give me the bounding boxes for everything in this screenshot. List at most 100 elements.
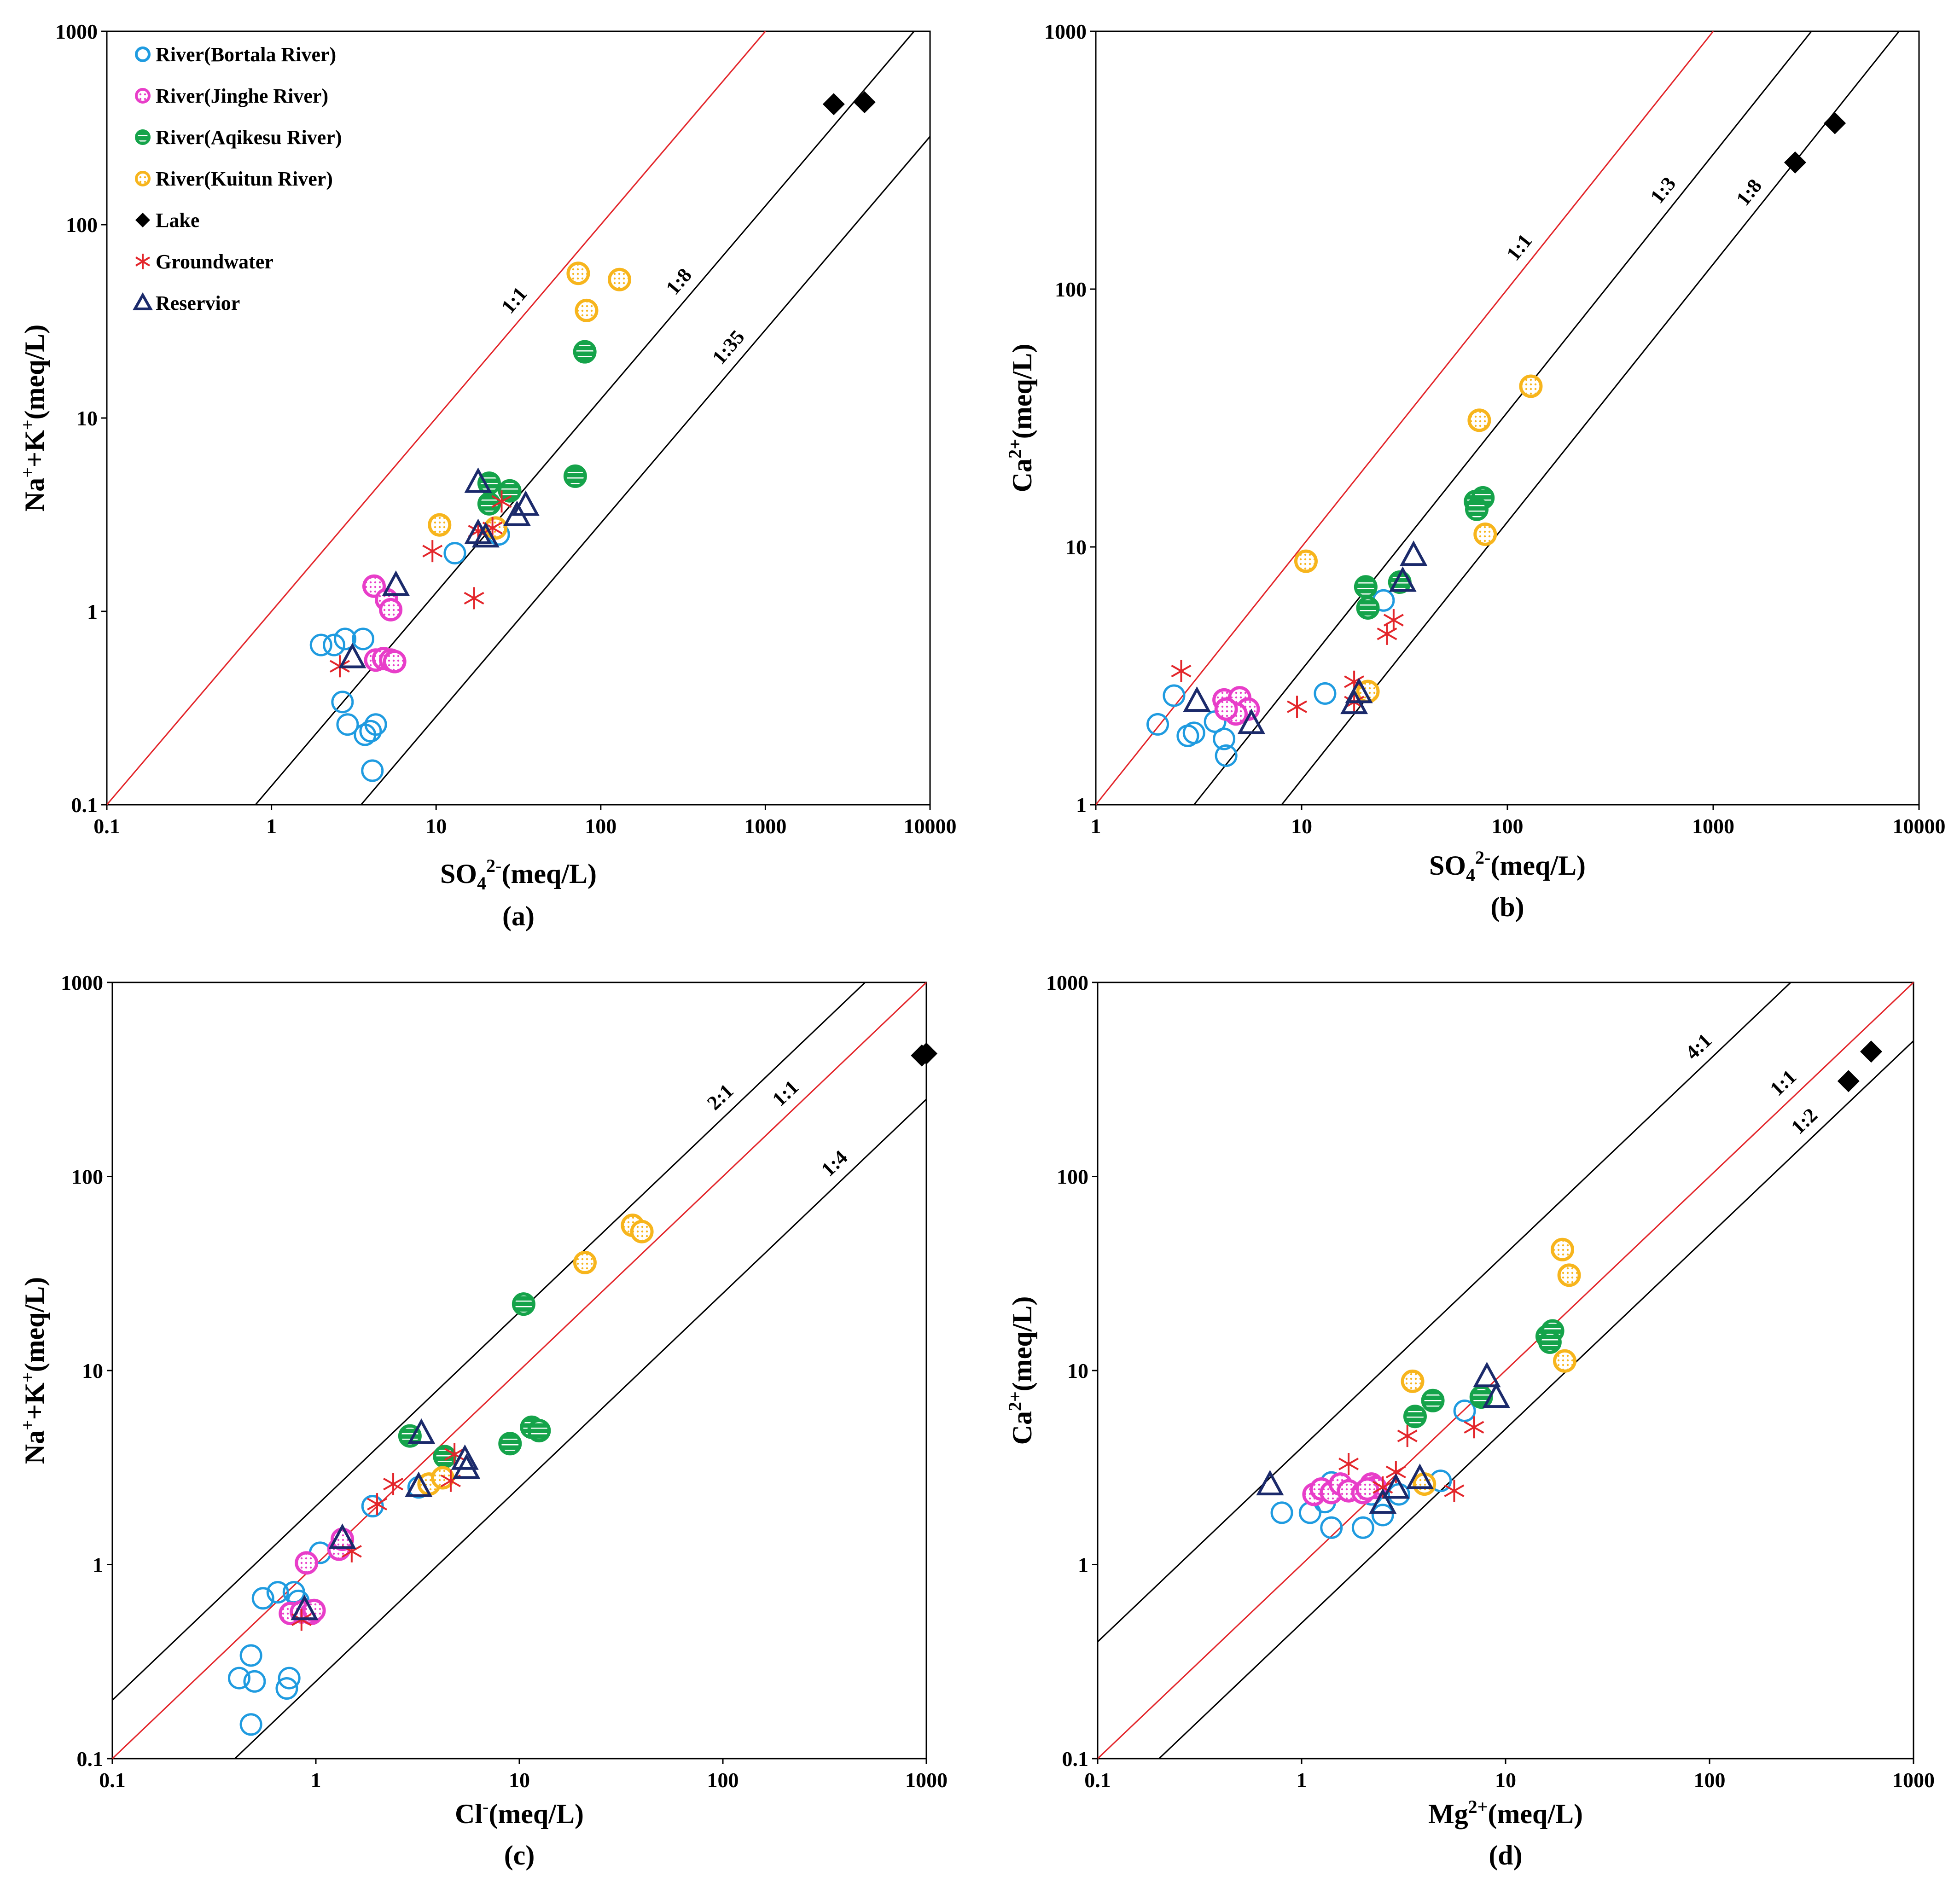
y-tick-label: 1000 xyxy=(61,971,103,994)
point-reservoir xyxy=(1256,1470,1284,1496)
x-tick-label: 1000 xyxy=(1692,814,1734,838)
point-bortala xyxy=(239,1644,262,1667)
point-groundwater xyxy=(422,540,443,563)
point-jinghe xyxy=(295,1551,319,1575)
y-tick-label: 100 xyxy=(71,1165,103,1189)
dotted-circle-icon xyxy=(135,88,151,104)
ratio-line xyxy=(255,31,915,805)
x-tick-label: 100 xyxy=(707,1768,739,1792)
legend-item-reservoir: Reservior xyxy=(132,292,240,314)
y-tick-label: 100 xyxy=(66,213,98,237)
dotted-circle-icon xyxy=(135,171,151,186)
y-tick-label: 1000 xyxy=(1046,971,1088,994)
y-axis-label: Na++K+(meq/L) xyxy=(17,325,50,511)
point-aqikesu xyxy=(1538,1330,1562,1354)
point-groundwater xyxy=(1338,1452,1359,1475)
point-groundwater xyxy=(1287,696,1308,718)
x-tick-label: 1 xyxy=(1297,1768,1307,1792)
point-reservoir xyxy=(382,570,410,596)
point-aqikesu xyxy=(498,1432,522,1456)
point-kuitun xyxy=(1550,1237,1574,1261)
point-bortala xyxy=(1314,682,1337,705)
point-aqikesu xyxy=(512,1292,535,1316)
y-tick-label: 1 xyxy=(93,1553,103,1577)
point-reservoir xyxy=(405,1471,433,1497)
ratio-line xyxy=(1158,1040,1914,1760)
point-bortala xyxy=(1215,744,1238,767)
y-tick-label: 0.1 xyxy=(77,1747,104,1771)
point-bortala xyxy=(361,759,384,782)
point-aqikesu xyxy=(1403,1405,1427,1429)
point-bortala xyxy=(359,720,382,743)
open-triangle-icon xyxy=(132,292,153,310)
x-tick-label: 100 xyxy=(585,814,616,838)
point-aqikesu xyxy=(1421,1388,1445,1412)
panel-label-d: (d) xyxy=(1489,1840,1522,1870)
point-bortala xyxy=(1351,1516,1374,1539)
x-tick-label: 1 xyxy=(266,814,277,838)
point-bortala xyxy=(275,1677,298,1700)
point-groundwater xyxy=(464,587,484,610)
legend-item-lake: Lake xyxy=(135,209,199,232)
x-tick-label: 0.1 xyxy=(1084,1768,1111,1792)
point-reservoir xyxy=(407,1418,436,1444)
point-bortala xyxy=(266,1581,289,1604)
ratio-line xyxy=(111,982,866,1701)
point-bortala xyxy=(336,713,359,736)
point-aqikesu xyxy=(498,479,522,503)
x-tick-label: 10 xyxy=(1495,1768,1516,1792)
legend-label: River(Kuitun River) xyxy=(156,168,333,190)
point-jinghe xyxy=(1355,1477,1379,1501)
point-reservoir xyxy=(291,1594,319,1621)
ratio-line xyxy=(1095,31,1714,805)
legend-label: Groundwater xyxy=(156,250,273,273)
x-tick-label: 10 xyxy=(425,814,447,838)
y-tick-label: 1000 xyxy=(55,20,98,43)
y-tick-label: 1 xyxy=(87,600,98,623)
panel-label-b: (b) xyxy=(1490,892,1524,922)
x-tick-label: 1 xyxy=(311,1768,321,1792)
point-reservoir xyxy=(1345,678,1373,703)
point-reservoir xyxy=(464,518,492,544)
point-kuitun xyxy=(566,261,590,285)
point-reservoir xyxy=(1369,1488,1397,1514)
point-bortala xyxy=(251,1587,274,1610)
y-axis-label: Ca2+(meq/L) xyxy=(1005,1296,1037,1445)
point-kuitun xyxy=(1553,1349,1576,1373)
x-axis-label: SO42-(meq/L) xyxy=(440,855,597,894)
point-groundwater xyxy=(1464,1416,1484,1439)
point-bortala xyxy=(1146,713,1169,736)
x-tick-label: 0.1 xyxy=(93,814,120,838)
point-groundwater xyxy=(1385,1461,1406,1483)
point-lake xyxy=(1837,1070,1860,1092)
point-aqikesu xyxy=(527,1419,551,1443)
legend-item-groundwater: Groundwater xyxy=(135,250,273,273)
point-reservoir xyxy=(451,1444,479,1470)
y-tick-label: 10 xyxy=(76,407,98,430)
point-groundwater xyxy=(1171,660,1192,682)
x-axis-label: Mg2+(meq/L) xyxy=(1428,1796,1583,1829)
point-lake xyxy=(853,91,876,113)
point-reservoir xyxy=(1183,686,1211,712)
legend-label: River(Bortala River) xyxy=(156,43,336,66)
legend-label: River(Jinghe River) xyxy=(156,85,328,107)
point-bortala xyxy=(1182,721,1205,744)
point-reservoir xyxy=(1473,1361,1501,1388)
y-tick-label: 1 xyxy=(1076,793,1087,817)
open-circle-icon xyxy=(135,46,151,62)
point-jinghe xyxy=(383,650,407,674)
ratio-label: 1:35 xyxy=(708,326,749,369)
x-tick-label: 10 xyxy=(1291,814,1312,838)
x-tick-label: 100 xyxy=(1694,1768,1726,1792)
point-groundwater xyxy=(1397,1425,1418,1447)
x-tick-label: 1000 xyxy=(905,1768,948,1792)
point-aqikesu xyxy=(1354,575,1378,599)
filled-diamond-icon xyxy=(135,213,150,227)
point-kuitun xyxy=(608,267,632,291)
point-bortala xyxy=(278,1667,301,1690)
point-bortala xyxy=(1453,1400,1476,1423)
point-kuitun xyxy=(573,1251,597,1275)
point-bortala xyxy=(1371,1504,1394,1527)
